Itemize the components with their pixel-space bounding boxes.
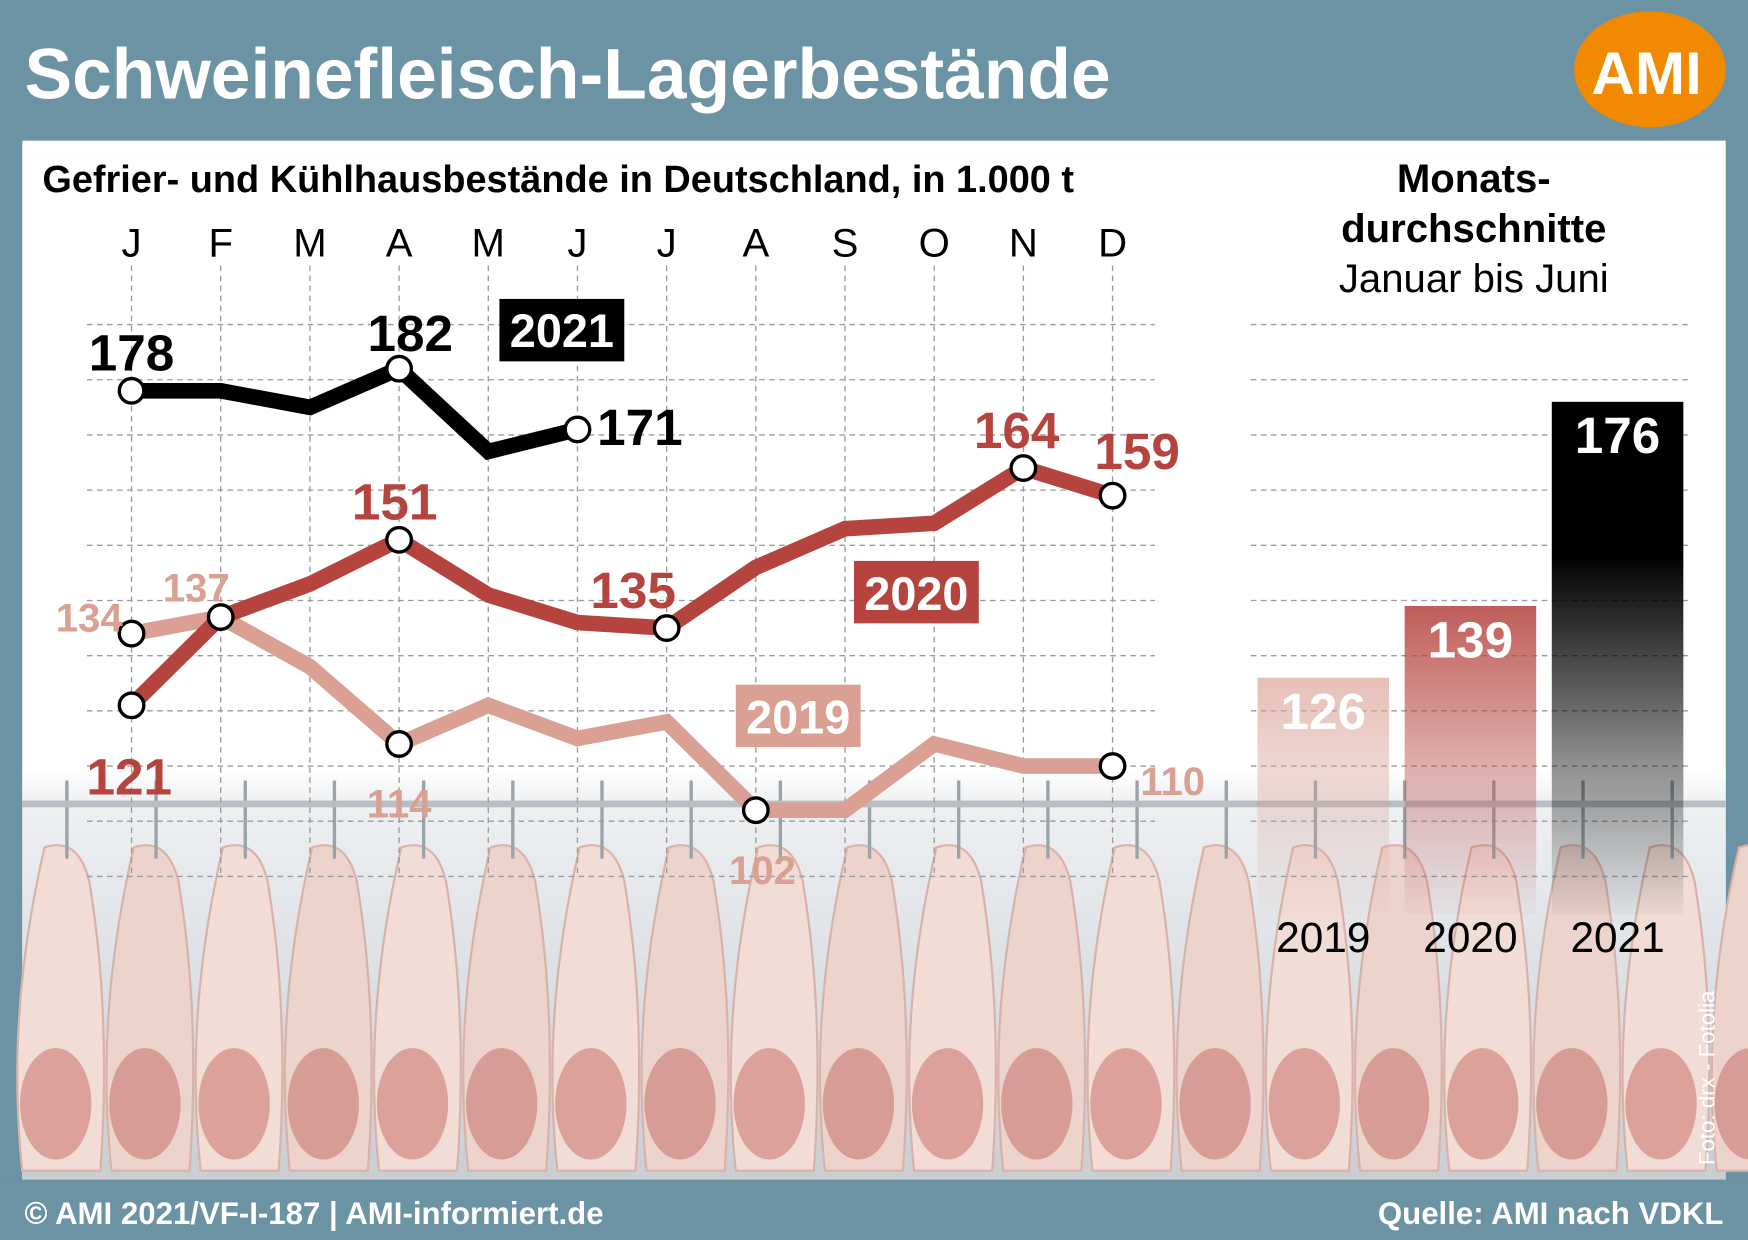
bar-value-label: 176 <box>1575 407 1661 464</box>
ami-logo[interactable] <box>1574 11 1726 128</box>
point-2019 <box>385 730 414 758</box>
point-2021 <box>385 354 414 383</box>
legend-2020-label: 2020 <box>864 568 968 620</box>
data-label-2020: 151 <box>352 474 438 531</box>
point-2019 <box>117 619 146 648</box>
carcass-meat <box>1625 1048 1697 1160</box>
bar-value-label: 126 <box>1280 683 1366 740</box>
legend-2021-label: 2021 <box>510 305 614 357</box>
x-tick-label: M <box>293 221 326 266</box>
footer-copyright[interactable]: © AMI 2021/VF-I-187 | AMI-informiert.de <box>25 1196 604 1231</box>
carcass-meat <box>822 1048 895 1160</box>
data-label-2020: 135 <box>590 562 676 619</box>
carcass-meat <box>465 1048 538 1160</box>
bar-chart <box>1257 401 1684 915</box>
line-2019 <box>130 608 1113 818</box>
carcass-meat <box>1714 1048 1748 1160</box>
carcass-meat <box>1447 1048 1519 1160</box>
carcass-meat <box>109 1048 181 1160</box>
footer-bar <box>0 1179 1748 1240</box>
line-2021 <box>131 359 580 461</box>
carcass-meat <box>911 1048 984 1160</box>
line-2020 <box>126 459 1115 711</box>
bar-2021 <box>1551 401 1684 915</box>
carcass-meat <box>1536 1048 1608 1160</box>
legend-2021 <box>499 298 625 362</box>
carcass-meat <box>1001 1048 1073 1160</box>
carcass-meat <box>20 1048 92 1160</box>
carcass-meat <box>644 1048 716 1160</box>
x-tick-label: J <box>122 221 142 266</box>
data-label-2019: 114 <box>367 782 432 827</box>
point-2020 <box>117 691 146 720</box>
logo-text: AMI <box>1591 40 1701 107</box>
bar-category-label: 2019 <box>1276 914 1370 961</box>
bar-title-line2: durchschnitte <box>1341 206 1606 251</box>
point-2019 <box>1098 752 1127 780</box>
legend-2019-label: 2019 <box>746 692 850 744</box>
data-label-2019: 134 <box>56 595 124 640</box>
data-label-2020: 159 <box>1094 423 1180 480</box>
carcass-meat <box>287 1048 359 1160</box>
point-2020 <box>385 525 414 554</box>
footer-source: Quelle: AMI nach VDKL <box>1378 1196 1724 1231</box>
carcass-meat <box>1268 1048 1340 1160</box>
x-tick-label: D <box>1098 221 1127 266</box>
x-tick-label: J <box>567 221 587 266</box>
data-label-2020: 164 <box>974 402 1060 459</box>
photo-credit: Foto: drx - Fotolia <box>1695 990 1720 1165</box>
point-2021 <box>117 376 146 405</box>
carcass-meat <box>1357 1048 1430 1160</box>
carcass-meat <box>733 1048 805 1160</box>
data-label-2019: 102 <box>729 848 796 893</box>
x-tick-label: F <box>208 221 233 266</box>
line-chart-title: Gefrier- und Kühlhausbestände in Deutsch… <box>42 159 1074 201</box>
legend-2019 <box>735 684 861 748</box>
x-tick-label: J <box>657 221 677 266</box>
data-label-2019: 137 <box>163 565 230 610</box>
data-label-2020: 121 <box>87 749 173 806</box>
x-tick-label: A <box>386 221 413 266</box>
data-label-2021: 182 <box>367 305 453 362</box>
bar-value-label: 139 <box>1428 611 1514 668</box>
point-2021 <box>563 415 592 444</box>
bar-subtitle: Januar bis Juni <box>1339 256 1609 301</box>
bar-category-label: 2021 <box>1570 914 1664 961</box>
data-label-2019: 110 <box>1140 759 1205 804</box>
carcass-meat <box>376 1048 449 1160</box>
point-2020 <box>652 614 681 643</box>
bar-title-line1: Monats- <box>1397 156 1551 201</box>
point-2019 <box>741 796 770 825</box>
x-tick-label: O <box>919 221 950 266</box>
legend-2020 <box>853 560 979 624</box>
point-2020 <box>1009 454 1038 482</box>
x-tick-label: S <box>832 221 859 266</box>
x-tick-label: N <box>1009 221 1038 266</box>
x-tick-label: M <box>472 221 505 266</box>
point-2020 <box>1098 481 1127 510</box>
bar-2020 <box>1404 606 1537 915</box>
carcass-meat <box>1090 1048 1162 1160</box>
carcass-meat <box>198 1048 270 1160</box>
data-label-2021: 171 <box>597 399 683 456</box>
carcass-meat <box>1179 1048 1251 1160</box>
data-label-2021: 178 <box>89 325 175 382</box>
bar-2019 <box>1257 677 1390 915</box>
line-series: 134 137 114 102 110 121 151 135 164 159 178 182 171 <box>56 305 1205 893</box>
page-title: Schweinefleisch-Lagerbestände <box>25 34 1111 114</box>
bar-category-label: 2020 <box>1423 914 1517 961</box>
bar-labels: 126 2019 139 2020 176 2021 <box>1276 407 1665 961</box>
carcass-meat <box>555 1048 627 1160</box>
point-2020 <box>206 603 235 631</box>
x-tick-label: A <box>742 221 769 266</box>
